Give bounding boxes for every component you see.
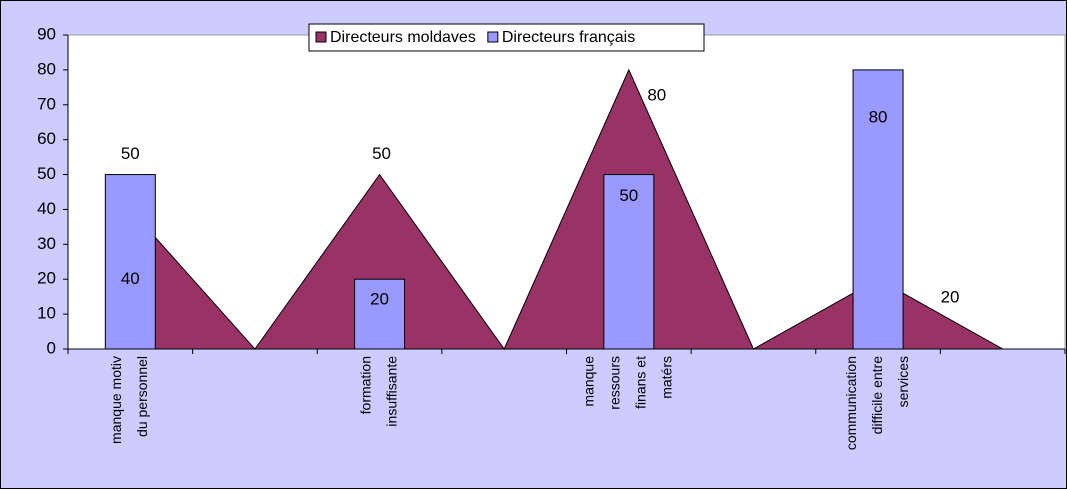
y-tick-label: 10: [37, 304, 56, 323]
data-label: 50: [372, 144, 391, 163]
legend-label: Directeurs français: [502, 29, 635, 46]
data-label: 50: [121, 144, 140, 163]
legend: Directeurs moldaves Directeurs français: [308, 23, 705, 52]
bar: [852, 69, 904, 350]
data-label: 40: [121, 269, 140, 288]
y-tick-label: 40: [37, 199, 56, 218]
area-layer: [129, 68, 1005, 351]
data-label: 80: [869, 107, 888, 126]
legend-swatch: [487, 31, 499, 43]
bar: [603, 174, 655, 350]
x-tick-label: manque: [581, 356, 597, 407]
x-tick-label: difficile entre: [869, 356, 885, 435]
bar: [104, 174, 156, 350]
y-tick-label: 90: [37, 24, 56, 43]
y-tick-label: 60: [37, 129, 56, 148]
y-tick-label: 50: [37, 164, 56, 183]
y-tick-label: 30: [37, 234, 56, 253]
x-tick-label: services: [895, 356, 911, 407]
data-label: 20: [370, 290, 389, 309]
y-tick-label: 70: [37, 94, 56, 113]
legend-swatch: [315, 31, 327, 43]
x-tick-label: communication: [843, 356, 859, 450]
label-layer: 40 50 80 20 50 20 50 80: [121, 85, 960, 308]
x-tick-label: finans et: [633, 356, 649, 409]
bar-layer: [104, 69, 904, 350]
x-tick-label: manque motiv: [108, 356, 124, 444]
data-label: 80: [647, 85, 666, 104]
y-tick-label: 80: [37, 59, 56, 78]
data-label: 50: [619, 186, 638, 205]
x-tick-label: insuffisante: [383, 356, 399, 427]
x-tick-label: du personnel: [134, 356, 150, 437]
y-tick-label: 0: [47, 338, 56, 357]
bar: [354, 278, 406, 350]
legend-box: [308, 23, 705, 52]
x-tick-label: ressours: [607, 356, 623, 410]
y-tick-label: 20: [37, 269, 56, 288]
legend-label: Directeurs moldaves: [330, 29, 476, 46]
data-label: 20: [941, 288, 960, 307]
x-tick-label: formation: [357, 356, 373, 414]
x-tick-label: matérs: [659, 356, 675, 399]
area: [129, 68, 1005, 351]
